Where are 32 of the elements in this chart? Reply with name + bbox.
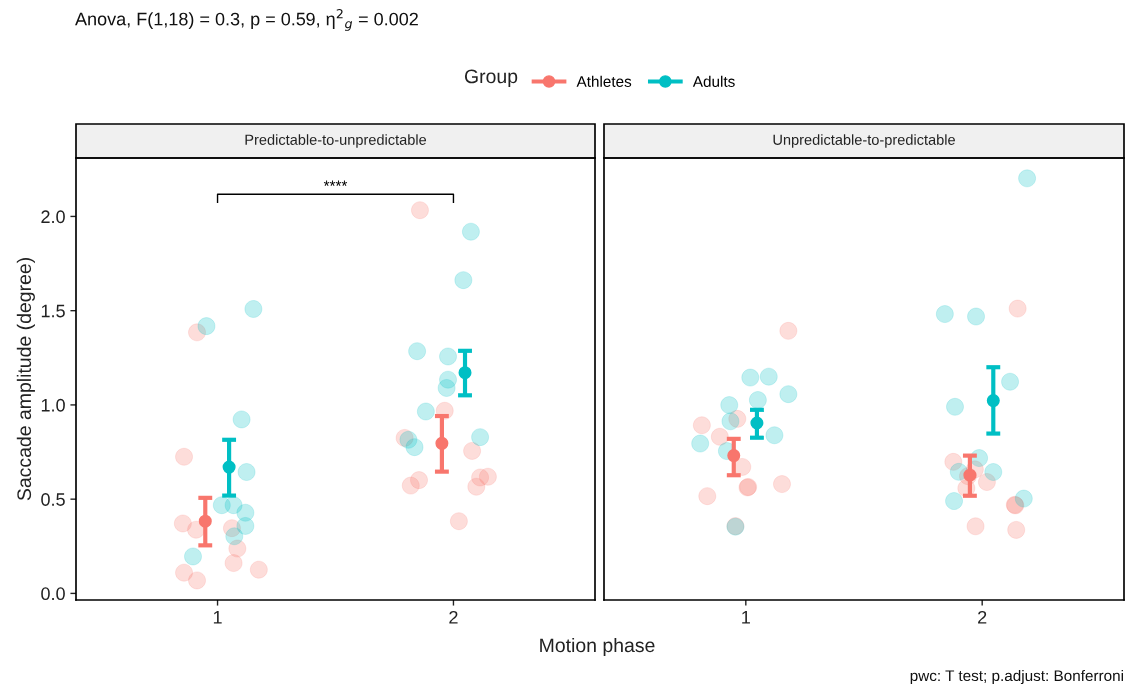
- y-tick-label: 1.5: [41, 304, 65, 318]
- legend-title: Group: [464, 69, 518, 88]
- point: [198, 514, 212, 528]
- x-tick-label: 1: [742, 611, 750, 624]
- point: [437, 379, 456, 397]
- point: [727, 449, 741, 463]
- x-tick-label: 2: [449, 610, 458, 624]
- legend-label: Adults: [692, 75, 735, 87]
- point: [225, 527, 244, 546]
- x-axis-title: Motion phase: [540, 637, 655, 657]
- point: [963, 468, 977, 482]
- y-tick-label: 0.0: [41, 587, 65, 601]
- point: [222, 460, 236, 474]
- text: pwc: T test; p.adjust: Bonferroni: [910, 669, 1123, 685]
- y-tick-label: 1.0: [41, 398, 65, 412]
- point: [184, 547, 202, 566]
- point: [435, 436, 449, 450]
- y-tick-label: 0.5: [41, 493, 65, 506]
- point: [967, 307, 985, 326]
- point: [232, 410, 251, 429]
- y-axis-title: Saccade amplitude (degree): [16, 258, 35, 501]
- annotation: ****: [323, 180, 348, 186]
- y-tick-label: 2.0: [41, 210, 65, 224]
- point: [986, 394, 1000, 408]
- point: [750, 416, 764, 430]
- x-tick-label: 2: [978, 610, 987, 624]
- text: Anova, F(1,18) = 0.3, p = 0.59, η$^{2}$$_{g}$ = 0.002: [75, 8, 418, 31]
- legend-label: Athletes: [576, 75, 632, 87]
- x-tick-label: 1: [213, 611, 222, 624]
- chart-title: Unpredictable-to-predictable: [773, 134, 955, 148]
- chart-title: Predictable-to-unpredictable: [245, 134, 427, 148]
- point: [458, 366, 472, 380]
